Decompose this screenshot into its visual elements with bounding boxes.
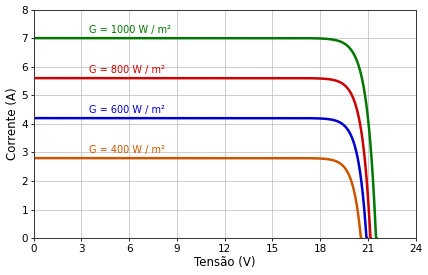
Text: G = 400 W / m²: G = 400 W / m² [89, 145, 165, 155]
Text: G = 800 W / m²: G = 800 W / m² [89, 65, 165, 75]
Text: G = 1000 W / m²: G = 1000 W / m² [89, 25, 171, 35]
Y-axis label: Corrente (A): Corrente (A) [6, 87, 18, 160]
X-axis label: Tensão (V): Tensão (V) [194, 257, 256, 269]
Text: G = 600 W / m²: G = 600 W / m² [89, 105, 165, 115]
